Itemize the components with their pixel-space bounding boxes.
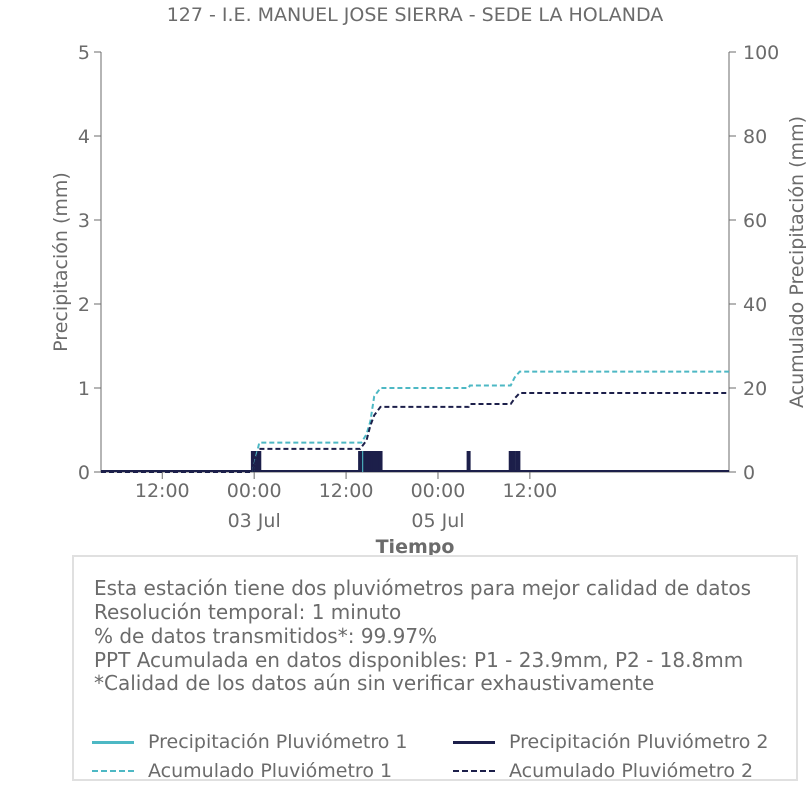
y-tick-label-right: 100	[743, 42, 779, 64]
info-line-transmitted: % de datos transmitidos*: 99.97%	[94, 624, 438, 648]
info-line-quality-note: *Calidad de los datos aún sin verificar …	[94, 671, 655, 695]
y-tick-label-left: 3	[78, 210, 90, 232]
bars-group	[101, 451, 729, 472]
bar-mark	[466, 451, 471, 472]
y-tick-label-right: 80	[743, 126, 767, 148]
x-tick-label: 12:00	[502, 480, 557, 502]
info-line-stations: Esta estación tiene dos pluviómetros par…	[94, 576, 752, 600]
bar-mark	[375, 451, 380, 472]
y-tick-label-right: 0	[743, 462, 755, 484]
y-tick-label-left: 2	[78, 294, 90, 316]
y-tick-label-right: 20	[743, 378, 767, 400]
y-tick-label-left: 4	[78, 126, 90, 148]
legend-item-acum-p1: Acumulado Pluviómetro 1	[92, 760, 392, 782]
legend-swatch-precip-p2	[453, 740, 495, 744]
chart-title: 127 - I.E. MANUEL JOSE SIERRA - SEDE LA …	[167, 4, 664, 26]
legend-swatch-acum-p2	[453, 770, 495, 772]
info-line-resolution: Resolución temporal: 1 minuto	[94, 600, 402, 624]
series-line	[101, 392, 729, 473]
legend-item-precip-p1: Precipitación Pluviómetro 1	[92, 731, 408, 753]
x-axis-label: Tiempo	[376, 536, 455, 558]
y-tick-label-left: 1	[78, 378, 90, 400]
bar-mark	[516, 451, 521, 472]
y-tick-label-left: 0	[78, 462, 90, 484]
info-box: Esta estación tiene dos pluviómetros par…	[72, 555, 798, 782]
legend-label: Acumulado Pluviómetro 1	[148, 760, 393, 782]
bar-mark	[378, 451, 383, 472]
legend-label: Precipitación Pluviómetro 2	[509, 731, 769, 753]
bar-mark	[372, 451, 377, 472]
legend-label: Precipitación Pluviómetro 1	[148, 731, 408, 753]
x-tick-label: 12:00	[319, 480, 374, 502]
y-tick-label-right: 40	[743, 294, 767, 316]
y-axis-right-label: Acumulado Precipitación (mm)	[786, 116, 806, 408]
x-tick-date-label: 05 Jul	[411, 510, 464, 532]
legend-item-acum-p2: Acumulado Pluviómetro 2	[453, 760, 753, 782]
legend-swatch-precip-p1	[92, 740, 134, 744]
y-axis-label: Precipitación (mm)	[50, 172, 72, 352]
x-tick-label: 00:00	[227, 480, 282, 502]
series-line	[101, 370, 729, 473]
rainfall-chart: 127 - I.E. MANUEL JOSE SIERRA - SEDE LA …	[50, 4, 806, 558]
lines-group	[101, 370, 729, 473]
bar-mark	[511, 451, 516, 472]
bar-mark	[257, 451, 262, 472]
x-tick-label: 12:00	[135, 480, 190, 502]
x-tick-date-label: 03 Jul	[228, 510, 281, 532]
info-line-accumulated: PPT Acumulada en datos disponibles: P1 -…	[94, 648, 744, 672]
legend-swatch-acum-p1	[92, 770, 134, 772]
y-tick-label-right: 60	[743, 210, 767, 232]
legend-item-precip-p2: Precipitación Pluviómetro 2	[453, 731, 769, 753]
bar-mark	[358, 451, 363, 472]
x-tick-label: 00:00	[411, 480, 466, 502]
y-tick-label-left: 5	[78, 42, 90, 64]
axes-group: 0 1 2 3 4 5 0 20 40 60 80 100 12:00 00:00 03 Jul 12:00 0…	[78, 42, 779, 532]
legend-label: Acumulado Pluviómetro 2	[509, 760, 754, 782]
